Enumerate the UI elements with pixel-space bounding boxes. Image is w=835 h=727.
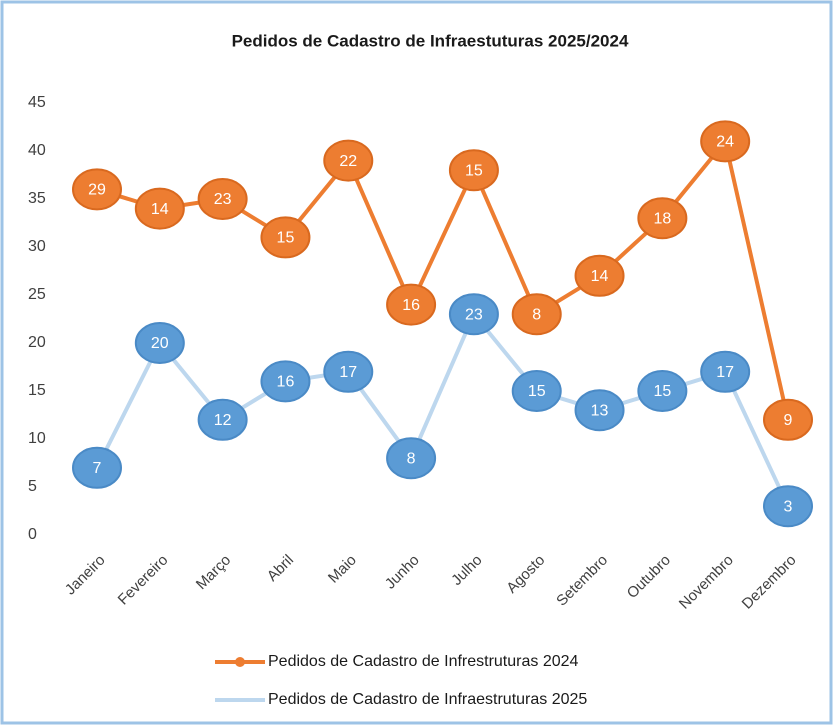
data-marker	[134, 322, 185, 364]
data-marker	[637, 370, 688, 412]
data-marker	[134, 187, 185, 230]
data-marker	[763, 485, 813, 528]
data-label: 8	[407, 450, 416, 467]
y-tick-label: 5	[28, 478, 37, 495]
data-label: 23	[465, 306, 483, 323]
data-label: 15	[528, 383, 546, 400]
data-label: 14	[151, 201, 169, 218]
y-tick-label: 15	[28, 382, 46, 399]
data-label: 15	[277, 230, 295, 247]
data-marker	[323, 350, 374, 393]
chart-title: Pedidos de Cadastro de Infraestuturas 20…	[232, 31, 629, 50]
data-label: 20	[151, 335, 169, 352]
y-tick-label: 45	[28, 94, 46, 111]
data-label: 12	[214, 412, 232, 429]
data-marker	[700, 350, 751, 393]
data-marker	[260, 216, 311, 259]
data-marker	[197, 398, 248, 441]
y-tick-label: 30	[28, 238, 46, 255]
y-tick-label: 40	[28, 142, 46, 159]
data-marker	[448, 293, 499, 336]
data-label: 22	[339, 153, 357, 170]
data-label: 15	[465, 162, 483, 179]
data-marker	[574, 254, 625, 297]
data-label: 14	[591, 268, 609, 285]
data-marker	[323, 139, 374, 182]
data-label: 16	[277, 374, 295, 391]
data-label: 17	[339, 364, 357, 381]
data-marker	[700, 120, 751, 163]
data-marker	[637, 197, 688, 240]
data-marker	[72, 446, 122, 489]
data-marker	[448, 149, 499, 192]
data-label: 18	[653, 210, 671, 227]
data-label: 13	[591, 402, 609, 419]
data-label: 8	[532, 306, 541, 323]
data-marker	[72, 168, 122, 211]
data-label: 16	[402, 297, 420, 314]
data-marker	[574, 389, 625, 432]
data-label: 7	[93, 460, 102, 477]
data-label: 15	[653, 383, 671, 400]
legend-label: Pedidos de Cadastro de Infraestruturas 2…	[268, 691, 587, 708]
data-label: 24	[716, 134, 734, 151]
data-marker	[511, 293, 562, 336]
data-label: 17	[716, 364, 734, 381]
y-tick-label: 20	[28, 334, 46, 351]
y-tick-label: 25	[28, 286, 46, 303]
legend-marker	[235, 657, 245, 667]
y-tick-label: 10	[28, 430, 46, 447]
data-marker	[386, 437, 437, 480]
y-tick-label: 0	[28, 526, 37, 543]
data-label: 3	[784, 498, 793, 515]
data-marker	[197, 178, 248, 220]
data-marker	[511, 370, 562, 412]
data-label: 29	[88, 182, 106, 199]
data-marker	[763, 398, 813, 441]
data-label: 9	[784, 412, 793, 429]
data-label: 23	[214, 191, 232, 208]
data-marker	[386, 283, 437, 326]
y-tick-label: 35	[28, 190, 46, 207]
data-marker	[260, 360, 311, 403]
legend-label: Pedidos de Cadastro de Infrestruturas 20…	[268, 653, 579, 670]
